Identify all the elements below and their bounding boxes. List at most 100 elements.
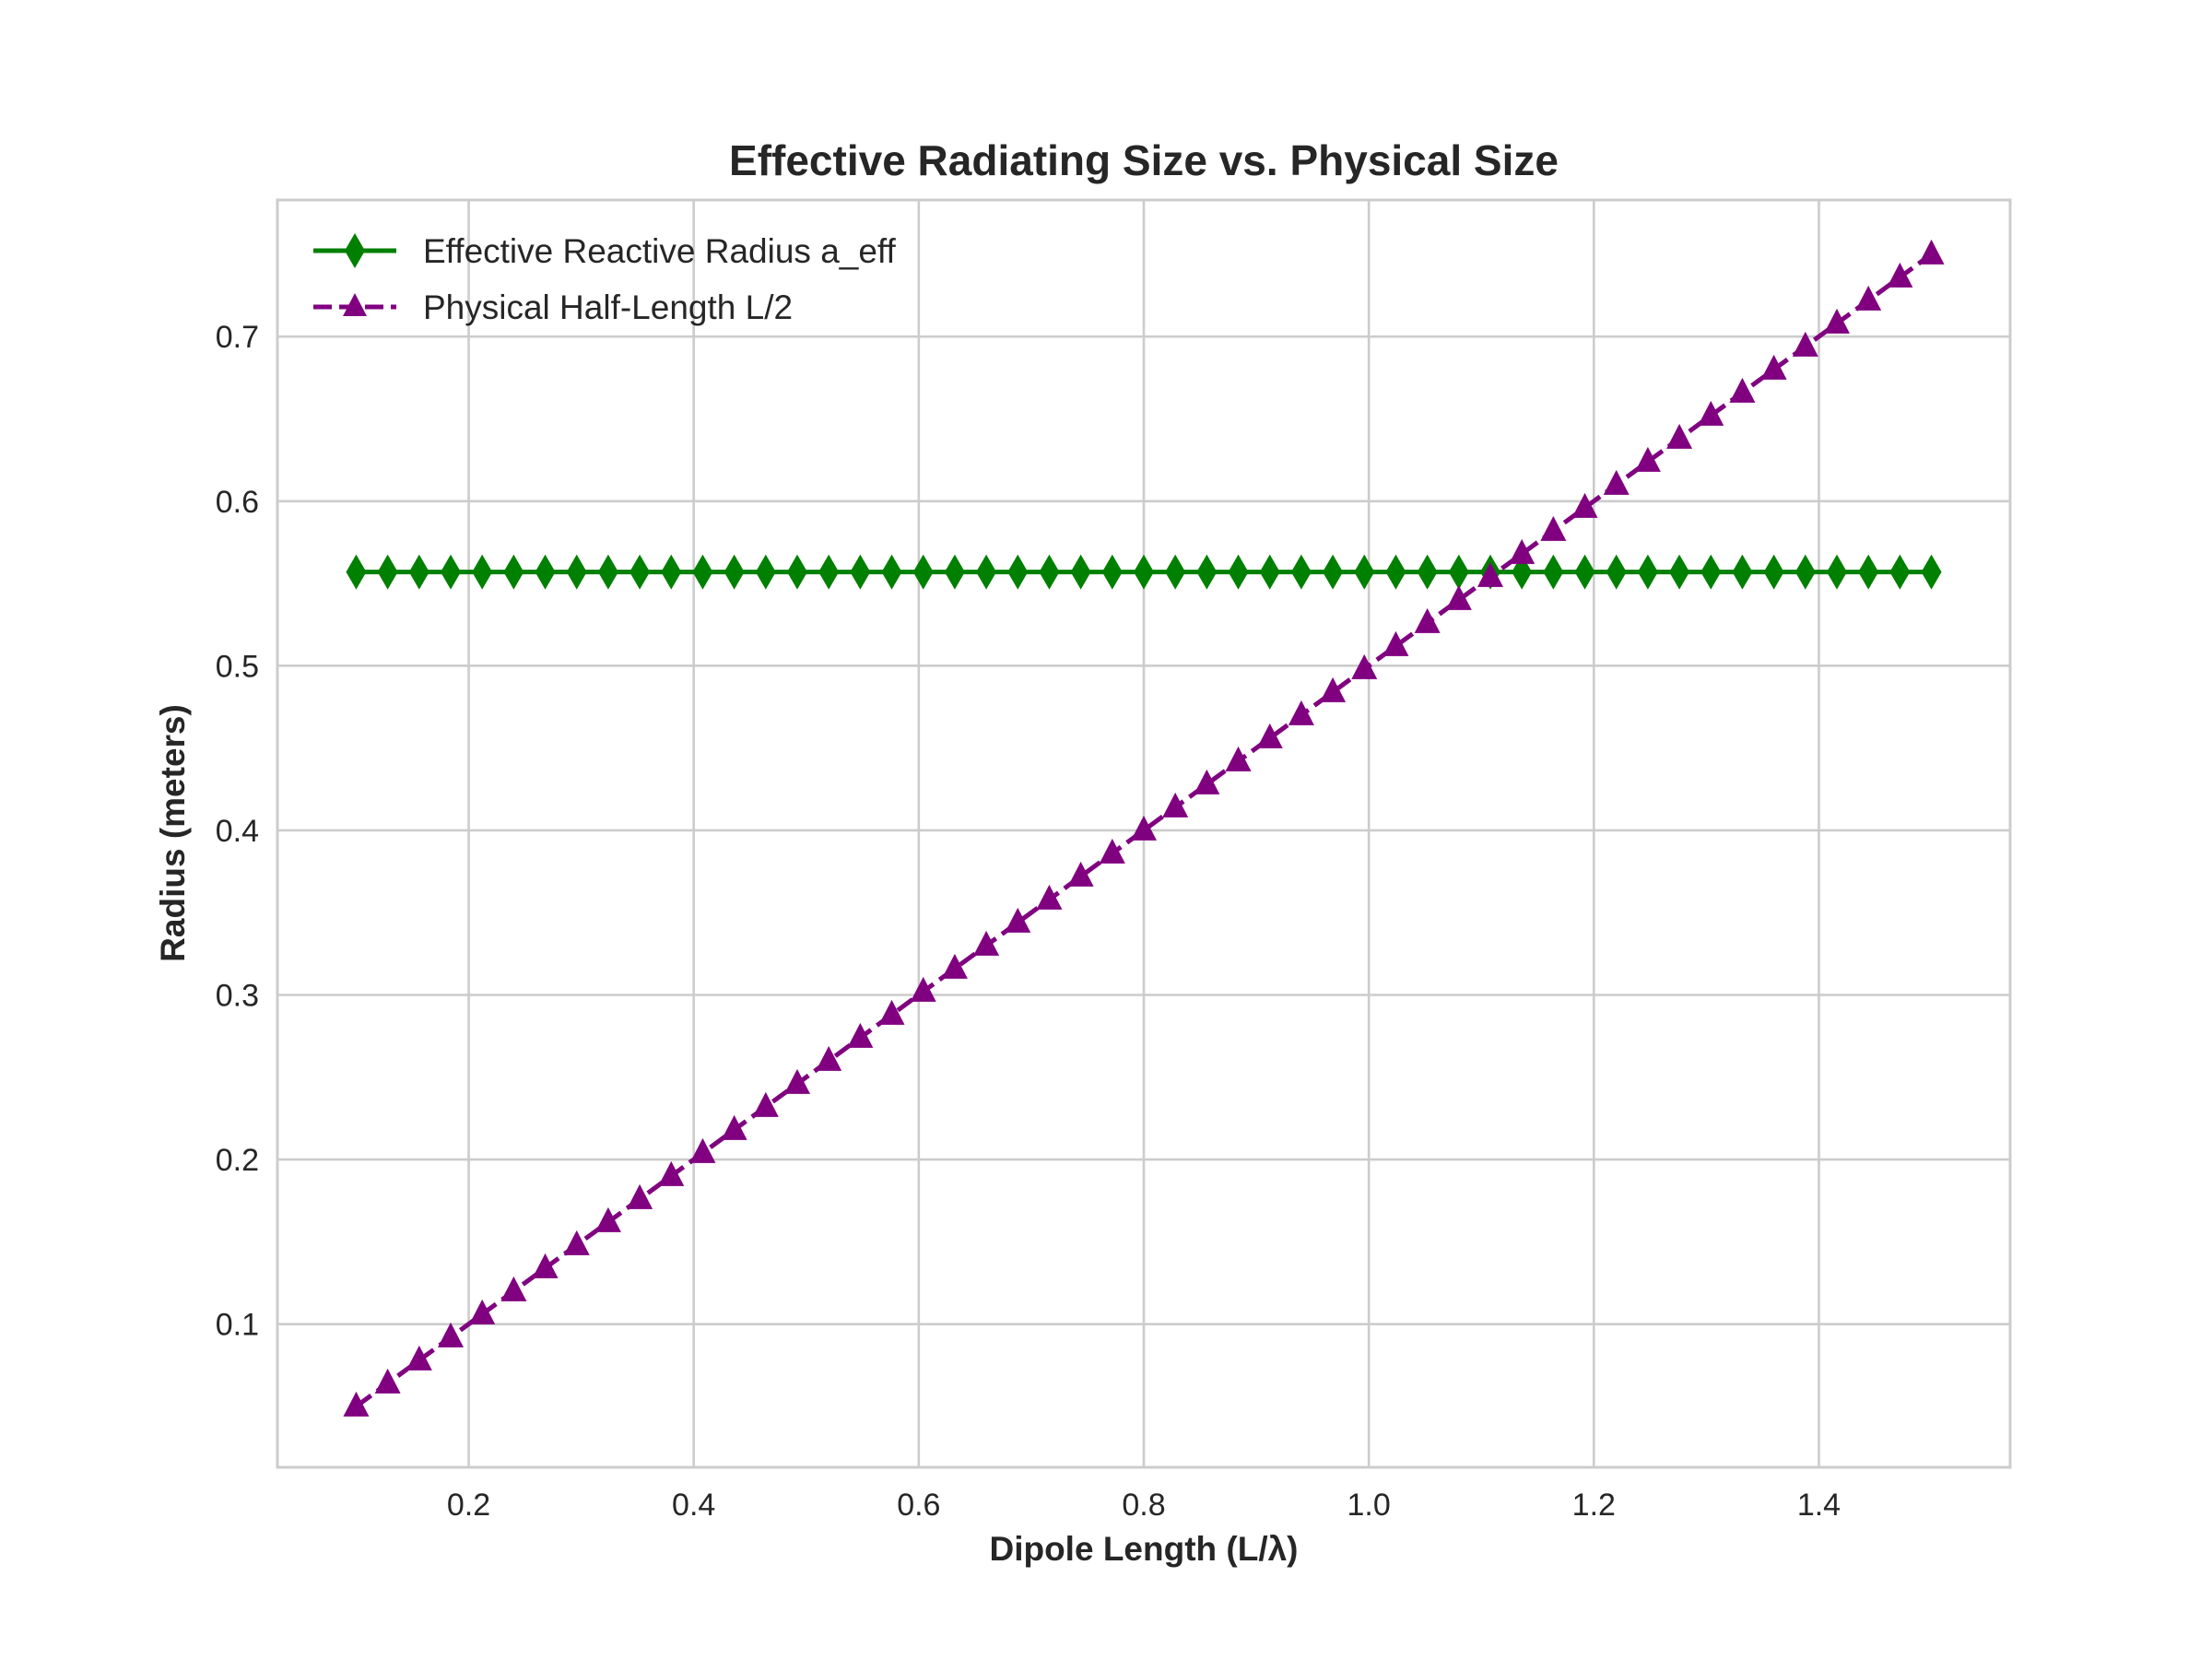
legend-marker-triangle xyxy=(343,293,367,316)
data-point xyxy=(912,554,934,590)
y-tick-label: 0.7 xyxy=(216,320,259,355)
y-tick-label: 0.6 xyxy=(216,485,259,520)
data-point xyxy=(1414,607,1441,633)
data-point xyxy=(689,1137,716,1163)
data-point xyxy=(816,1045,842,1071)
x-axis-ticks: 0.2 0.4 0.6 0.8 1.0 1.2 1.4 xyxy=(447,1488,1841,1523)
data-point xyxy=(847,1022,874,1048)
x-tick-label: 1.0 xyxy=(1347,1488,1391,1523)
data-point xyxy=(1005,907,1031,933)
legend: Effective Reactive Radius a_eff Physical… xyxy=(313,232,897,326)
data-point xyxy=(1855,285,1882,311)
data-point xyxy=(1669,554,1690,590)
data-point xyxy=(1794,554,1816,590)
data-point xyxy=(374,1368,401,1394)
data-point xyxy=(1162,792,1189,818)
data-point xyxy=(721,1114,747,1140)
data-point xyxy=(1320,677,1347,702)
data-point xyxy=(1196,554,1218,590)
data-point xyxy=(941,953,968,979)
data-point xyxy=(1477,561,1503,587)
series-layer xyxy=(343,239,1945,1417)
data-point xyxy=(503,554,524,590)
data-point xyxy=(1194,769,1220,794)
data-point xyxy=(1634,446,1661,472)
data-point xyxy=(406,1345,432,1371)
data-point xyxy=(441,554,461,590)
data-point xyxy=(1574,554,1595,590)
data-point xyxy=(752,1091,779,1117)
data-point xyxy=(1225,746,1252,771)
data-point xyxy=(692,554,713,590)
x-tick-label: 0.4 xyxy=(672,1488,715,1523)
data-point xyxy=(1259,554,1280,590)
data-point xyxy=(469,1299,496,1324)
data-point xyxy=(850,554,871,590)
x-axis-label: Dipole Length (L/λ) xyxy=(989,1530,1298,1568)
data-point xyxy=(408,554,429,590)
y-tick-label: 0.2 xyxy=(216,1143,259,1178)
data-point xyxy=(1637,554,1658,590)
data-point xyxy=(1101,554,1123,590)
x-tick-label: 0.8 xyxy=(1122,1488,1165,1523)
data-point xyxy=(881,554,902,590)
chart-title: Effective Radiating Size vs. Physical Si… xyxy=(729,136,1559,184)
data-point xyxy=(1763,554,1784,590)
data-point xyxy=(1036,884,1063,910)
data-point xyxy=(787,554,807,590)
data-point xyxy=(343,1391,370,1417)
data-point xyxy=(597,554,618,590)
data-point xyxy=(1792,331,1818,357)
data-point xyxy=(1543,554,1564,590)
data-point xyxy=(658,1160,685,1186)
series-half-length xyxy=(343,239,1945,1417)
y-axis-label: Radius (meters) xyxy=(154,704,192,962)
plot-frame xyxy=(276,198,2012,1469)
data-point xyxy=(1007,554,1029,590)
data-point xyxy=(1165,554,1186,590)
data-point xyxy=(532,1253,559,1278)
data-point xyxy=(1858,554,1879,590)
data-point xyxy=(1417,554,1438,590)
x-tick-label: 0.2 xyxy=(447,1488,490,1523)
data-point xyxy=(1606,554,1627,590)
data-point xyxy=(973,930,1000,956)
data-point xyxy=(1288,700,1314,725)
data-point xyxy=(1382,630,1409,656)
data-point xyxy=(535,554,556,590)
data-point xyxy=(976,554,997,590)
data-point xyxy=(1448,554,1469,590)
data-point xyxy=(1323,554,1344,590)
data-point xyxy=(1827,554,1847,590)
data-point xyxy=(1540,515,1567,541)
data-point xyxy=(1290,554,1312,590)
data-point xyxy=(472,554,493,590)
data-point xyxy=(1921,554,1942,590)
data-point xyxy=(724,554,745,590)
data-point xyxy=(1887,262,1913,288)
data-point xyxy=(438,1322,464,1347)
data-point xyxy=(878,999,905,1025)
data-point xyxy=(1039,554,1060,590)
data-point xyxy=(1760,354,1787,380)
data-point xyxy=(784,1068,810,1094)
data-point xyxy=(1732,554,1753,590)
data-point xyxy=(1889,554,1911,590)
data-point xyxy=(1385,554,1406,590)
data-point xyxy=(944,554,965,590)
data-point xyxy=(500,1276,527,1301)
data-point xyxy=(1131,815,1157,841)
data-point xyxy=(755,554,776,590)
y-tick-label: 0.1 xyxy=(216,1308,259,1343)
y-axis-ticks: 0.1 0.2 0.3 0.4 0.5 0.6 0.7 xyxy=(216,320,259,1342)
data-point xyxy=(1571,492,1598,518)
data-point xyxy=(594,1206,621,1232)
y-tick-label: 0.3 xyxy=(216,979,259,1014)
x-tick-label: 1.2 xyxy=(1572,1488,1616,1523)
x-tick-label: 0.6 xyxy=(897,1488,940,1523)
data-point xyxy=(1256,723,1283,748)
data-point xyxy=(1666,423,1693,449)
data-point xyxy=(566,554,587,590)
data-point xyxy=(1445,584,1472,610)
